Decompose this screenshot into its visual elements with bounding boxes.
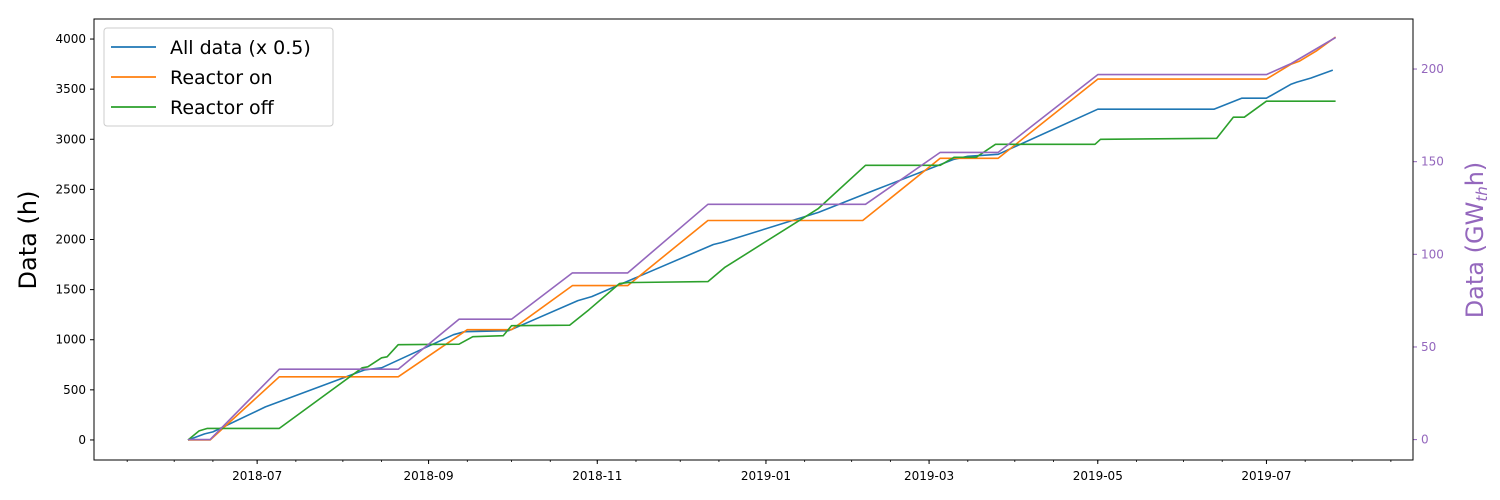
- x-tick-label: 2019-01: [741, 469, 791, 483]
- y-axis-ticks: 0 500 1000 1500 2000 2500 3000 3500 4000: [55, 32, 94, 447]
- series-line-1: [188, 36, 1337, 441]
- x-tick-label: 2018-07: [232, 469, 282, 483]
- x-tick-label: 2019-03: [904, 469, 954, 483]
- x-axis-ticks: 2018-07 2018-09 2018-11 2019-01 2019-03 2019-…: [232, 460, 1292, 483]
- right-y-tick-label: 0: [1421, 433, 1429, 447]
- series-line-3: [188, 36, 1337, 441]
- x-tick-label: 2019-07: [1241, 469, 1291, 483]
- right-y-axis-ticks: 0 50 100 150 200: [1413, 62, 1444, 447]
- y-tick-label: 2500: [55, 182, 86, 196]
- y-tick-label: 2000: [55, 233, 86, 247]
- x-tick-label: 2018-11: [572, 469, 622, 483]
- legend-label: All data (x 0.5): [170, 37, 311, 59]
- y-axis-title: Data (h): [14, 191, 42, 290]
- y-tick-label: 0: [78, 433, 86, 447]
- right-y-tick-label: 200: [1421, 62, 1444, 76]
- plot-frame: [93, 18, 1414, 461]
- right-y-tick-label: 150: [1421, 155, 1444, 169]
- right-y-tick-label: 50: [1421, 340, 1436, 354]
- y-tick-label: 1000: [55, 333, 86, 347]
- right-y-axis-title: Data (GWthh): [1461, 162, 1491, 319]
- y-tick-label: 3000: [55, 132, 86, 146]
- legend: All data (x 0.5) Reactor on Reactor off: [103, 27, 334, 127]
- y-tick-label: 1500: [55, 283, 86, 297]
- y-tick-label: 500: [63, 383, 86, 397]
- x-tick-label: 2018-09: [404, 469, 454, 483]
- series-line-0: [187, 69, 1334, 441]
- right-y-tick-label: 100: [1421, 247, 1444, 261]
- series-line-2: [187, 100, 1336, 441]
- legend-label: Reactor on: [170, 67, 273, 89]
- y-tick-label: 3500: [55, 82, 86, 96]
- y-tick-label: 4000: [55, 32, 86, 46]
- series-lines: [187, 36, 1337, 441]
- x-tick-label: 2019-05: [1073, 469, 1123, 483]
- legend-box: [103, 27, 334, 127]
- legend-label: Reactor off: [170, 97, 275, 119]
